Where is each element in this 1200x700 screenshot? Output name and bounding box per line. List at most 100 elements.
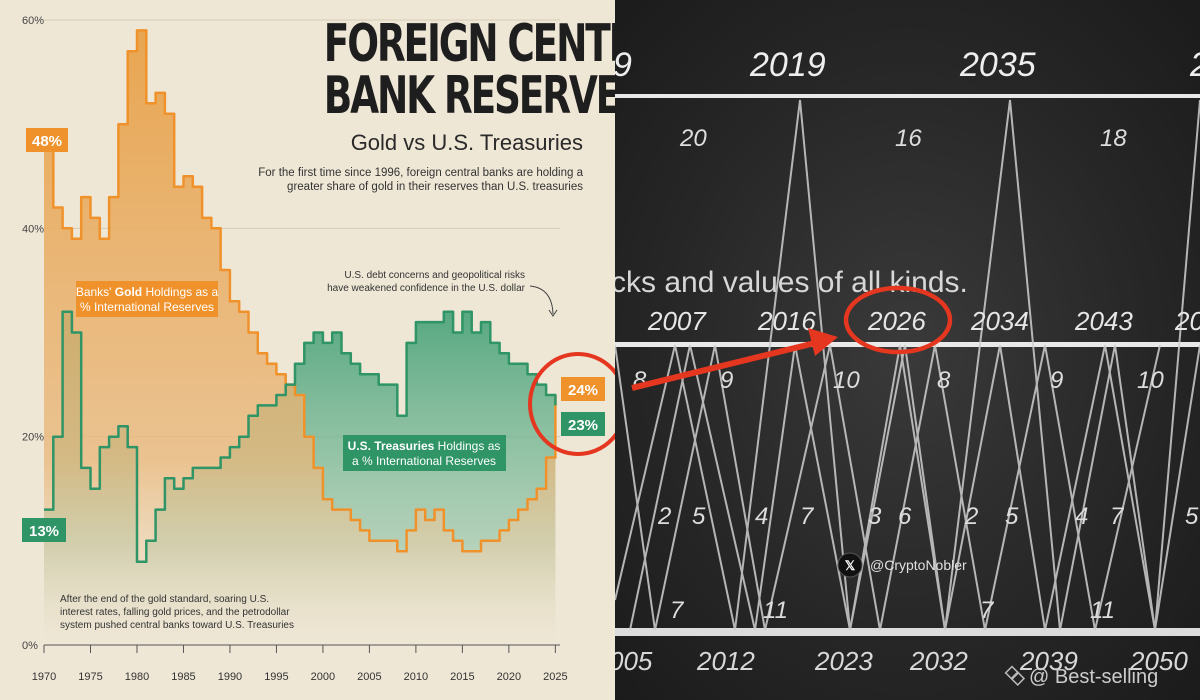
title-line-2: BANK RESERVES (323, 66, 615, 126)
debt-annotation-arrow (529, 285, 554, 315)
reserves-area-chart: 0% 20% 40% 60% 1970 1975 1980 1985 1990 1995 2000 2… (22, 15, 615, 683)
bottom-year-1: 2012 (696, 646, 755, 676)
gold-series-label: Banks' Gold Holdings as a % Internationa… (76, 281, 219, 317)
middle-year-2: 2026 (867, 306, 926, 336)
svg-text:𝕏: 𝕏 (845, 558, 856, 573)
source-watermark: @ Best-selling (1004, 665, 1158, 688)
bottom-interval-1: 11 (763, 597, 788, 624)
cycle-chart-panel: cks and values of all kinds. 9 2019 2035… (615, 0, 1200, 700)
bottom-interval-0: 7 (670, 597, 685, 624)
top-interval-1: 16 (895, 125, 922, 152)
book-text-fragment: cks and values of all kinds. (615, 266, 968, 299)
inner-number-0: 2 (657, 503, 671, 530)
svg-text:After the end of the gold stan: After the end of the gold standard, soar… (60, 594, 269, 605)
inner-number-1: 5 (692, 503, 706, 530)
gold-end-badge: 24% (561, 377, 605, 401)
top-year-3: 2 (1189, 46, 1200, 84)
svg-text:24%: 24% (568, 382, 598, 399)
svg-text:@ Best-selling: @ Best-selling (1029, 666, 1158, 688)
treasury-line (44, 310, 557, 563)
inner-number-7: 5 (1005, 503, 1019, 530)
debt-annotation: U.S. debt concerns and geopolitical risk… (327, 270, 558, 317)
top-interval-2: 18 (1100, 125, 1127, 152)
y-tick-label-3: 60% (22, 15, 44, 27)
top-year-0: 9 (615, 46, 632, 84)
x-handle-watermark: 𝕏 @CryptoNobler (837, 552, 967, 578)
middle-year-0: 2007 (647, 306, 707, 336)
svg-text:have weakened confidence in th: have weakened confidence in the U.S. dol… (327, 283, 526, 294)
chart-description: For the first time since 1996, foreign c… (258, 167, 583, 193)
inner-number-3: 7 (800, 503, 815, 530)
svg-text:% International Reserves: % International Reserves (80, 300, 214, 314)
y-tick-label-2: 40% (22, 223, 44, 235)
svg-text:system pushed central banks to: system pushed central banks toward U.S. … (60, 620, 294, 631)
x-tick-label-11: 2025 (543, 671, 567, 683)
gold-start-badge: 48% (26, 128, 68, 152)
cycle-chart-photo: cks and values of all kinds. 9 2019 2035… (615, 46, 1200, 688)
middle-interval-4: 9 (1050, 367, 1063, 394)
highlight-circle (528, 352, 615, 456)
x-tick-label-5: 1995 (264, 671, 288, 683)
svg-text:23%: 23% (568, 417, 598, 434)
middle-interval-5: 10 (1137, 367, 1164, 394)
bottom-interval-3: 11 (1090, 597, 1115, 624)
svg-text:13%: 13% (29, 523, 59, 540)
bottom-year-2: 2023 (814, 646, 873, 676)
middle-interval-3: 8 (937, 367, 951, 394)
top-interval-0: 20 (679, 125, 707, 152)
treasury-series-label: U.S. Treasuries Holdings as a % Internat… (343, 435, 506, 471)
svg-text:U.S. Treasuries Holdings as: U.S. Treasuries Holdings as (348, 439, 501, 453)
x-tick-label-8: 2010 (404, 671, 428, 683)
middle-year-5: 20 (1174, 306, 1200, 336)
inner-number-4: 3 (868, 503, 882, 530)
treasury-start-badge: 13% (22, 518, 66, 542)
year-2026-highlight-circle (843, 285, 953, 355)
bottom-year-0: 005 (615, 646, 653, 676)
x-tick-label-10: 2020 (497, 671, 521, 683)
bottom-band (615, 628, 1200, 636)
inner-number-6: 2 (964, 503, 978, 530)
svg-text:U.S. debt concerns and geopoli: U.S. debt concerns and geopolitical risk… (344, 270, 525, 281)
diamond-logo-icon (1004, 665, 1026, 686)
top-year-2: 2035 (959, 46, 1036, 84)
middle-interval-0: 8 (633, 367, 647, 394)
inner-number-8: 4 (1075, 503, 1088, 530)
x-logo-icon (837, 552, 863, 578)
svg-text:a % International Reserves: a % International Reserves (352, 454, 496, 468)
middle-year-1: 2016 (757, 306, 816, 336)
middle-year-4: 2043 (1074, 306, 1133, 336)
x-tick-label-1: 1975 (78, 671, 102, 683)
treasury-end-badge: 23% (561, 412, 605, 436)
inner-number-2: 4 (755, 503, 768, 530)
bottom-year-3: 2032 (909, 646, 968, 676)
bottom-year-4: 2039 (1019, 646, 1078, 676)
x-tick-label-0: 1970 (32, 671, 56, 683)
top-band (615, 94, 1200, 98)
middle-interval-1: 9 (720, 367, 733, 394)
cycle-zigzag-lines (615, 99, 1200, 631)
inner-number-9: 7 (1110, 503, 1125, 530)
top-year-1: 2019 (749, 46, 826, 84)
middle-band (615, 342, 1200, 347)
x-tick-label-6: 2000 (311, 671, 335, 683)
y-tick-label-1: 20% (22, 432, 44, 444)
svg-text:Banks' Gold Holdings as a: Banks' Gold Holdings as a (76, 285, 219, 299)
middle-interval-2: 10 (833, 367, 860, 394)
middle-year-3: 2034 (970, 306, 1029, 336)
svg-text:interest rates, falling gold p: interest rates, falling gold prices, and… (60, 607, 290, 618)
chart-title-block: FOREIGN CENTRAL BANK RESERVES Gold vs U.… (223, 14, 615, 194)
bottom-year-5: 2050 (1129, 646, 1188, 676)
bottom-interval-2: 7 (980, 597, 995, 624)
x-tick-label-9: 2015 (450, 671, 474, 683)
svg-text:@CryptoNobler: @CryptoNobler (870, 557, 967, 573)
inner-number-5: 6 (898, 503, 912, 530)
y-tick-label-0: 0% (22, 640, 38, 652)
inner-number-10: 5 (1185, 503, 1199, 530)
title-line-1: FOREIGN CENTRAL (323, 14, 615, 74)
x-tick-label-2: 1980 (125, 671, 149, 683)
chart-subtitle: Gold vs U.S. Treasuries (350, 130, 583, 155)
x-tick-label-3: 1985 (171, 671, 195, 683)
x-tick-label-4: 1990 (218, 671, 242, 683)
gold-vs-treasuries-chart-panel: 0% 20% 40% 60% 1970 1975 1980 1985 1990 1995 2000 2… (0, 0, 615, 700)
x-tick-label-7: 2005 (357, 671, 381, 683)
